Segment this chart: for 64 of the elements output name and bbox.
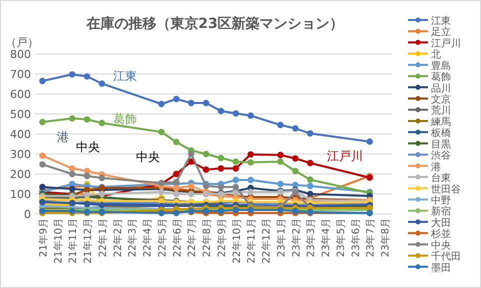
legend-label: 杉並: [430, 228, 451, 240]
x-tick-label: 23年8月: [380, 218, 392, 258]
legend-label: 中央: [431, 239, 451, 252]
y-tick-label: 0: [24, 208, 31, 221]
x-tick-label: 22年12月: [260, 218, 273, 264]
legend-label: 豊島: [431, 60, 451, 72]
legend-label: 中野: [431, 194, 451, 206]
legend-label: 千代田: [431, 250, 461, 263]
x-tick-label: 22年9月: [216, 218, 228, 258]
x-tick-label: 23年5月: [334, 218, 347, 258]
legend-label: 足立: [431, 26, 451, 38]
x-tick-label: 22年3月: [126, 218, 139, 258]
legend-label: 新宿: [431, 206, 451, 218]
legend-label: 練馬: [430, 116, 451, 128]
annotation: 港: [57, 130, 69, 144]
y-tick-label: 600: [10, 88, 31, 101]
x-tick-label: 23年6月: [350, 218, 362, 258]
legend-label: 世田谷: [431, 183, 461, 196]
x-tick-label: 21年10月: [52, 218, 64, 264]
x-tick-label: 22年4月: [142, 218, 154, 258]
x-tick-label: 23年7月: [364, 218, 377, 258]
legend-label: 葛飾: [431, 71, 451, 84]
chart-title: 在庫の推移（東京23区新築マンション）: [85, 15, 344, 32]
y-axis-title: （戸）: [6, 36, 38, 49]
legend-label: 墨田: [431, 262, 451, 274]
annotation: 中央: [136, 150, 160, 164]
annotation: 中央: [76, 140, 100, 154]
x-tick-label: 22年1月: [96, 218, 109, 258]
x-tick-label: 21年9月: [37, 218, 50, 258]
y-tick-label: 100: [10, 188, 31, 201]
x-tick-label: 22年11月: [246, 218, 258, 264]
legend-label: 荒川: [431, 104, 451, 117]
y-tick-label: 500: [10, 108, 31, 121]
legend-label: 港: [431, 160, 441, 173]
legend-label: 渋谷: [431, 150, 451, 162]
legend-label: 板橋: [430, 127, 451, 140]
x-tick-label: 22年10月: [230, 218, 243, 264]
legend-label: 文京: [431, 94, 451, 106]
legend-label: 北: [431, 48, 441, 61]
y-tick-label: 700: [10, 68, 31, 81]
annotation: 江東: [113, 69, 137, 83]
annotation: 江戸川: [327, 149, 363, 163]
y-tick-label: 400: [10, 128, 31, 141]
y-tick-label: 200: [10, 168, 31, 181]
x-tick-label: 21年11月: [67, 218, 80, 264]
annotation: 葛飾: [113, 112, 137, 126]
x-tick-label: 23年3月: [305, 218, 318, 258]
legend-label: 大田: [431, 216, 451, 229]
x-tick-label: 23年1月: [275, 218, 288, 258]
legend-label: 台東: [431, 172, 451, 184]
legend-label: 目黒: [431, 139, 451, 150]
x-tick-label: 23年2月: [290, 218, 302, 258]
y-tick-label: 300: [10, 148, 31, 161]
x-tick-label: 22年8月: [201, 218, 214, 258]
x-tick-label: 21年12月: [82, 218, 94, 264]
y-tick-label: 800: [10, 48, 31, 61]
x-tick-label: 22年6月: [171, 218, 184, 258]
legend-label: 江東: [431, 15, 451, 27]
x-tick-label: 22年7月: [186, 218, 198, 258]
legend-label: 江戸川: [431, 37, 461, 50]
legend-label: 品川: [431, 82, 451, 94]
x-tick-label: 22年5月: [156, 218, 168, 258]
x-tick-label: 22年2月: [112, 218, 124, 258]
x-tick-label: 23年4月: [320, 218, 332, 258]
